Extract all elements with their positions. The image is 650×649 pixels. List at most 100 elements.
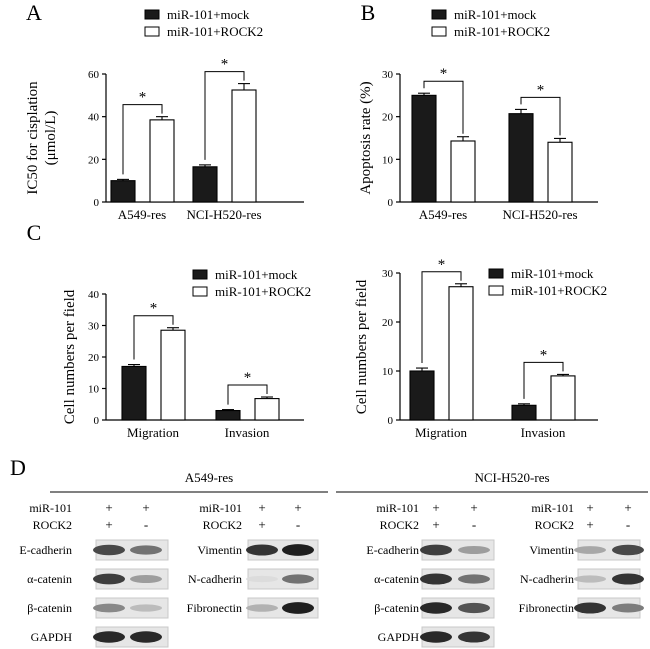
chart3-y-axis-label: Cell numbers per field [354,279,370,414]
panel-d-group0-rock-sign: - [144,517,148,532]
chart1-bar-rock2 [547,141,573,203]
panel-d-group0-rock-sign: + [258,517,265,532]
chart1-category-label: NCI-H520-res [502,207,577,222]
chart0-bar-mock [192,166,218,203]
chart2-significance-bracket [133,315,174,360]
panel-d-group0-blot-label: N-cadherin [188,572,242,586]
panel-d-group1-rock-sign: + [432,517,439,532]
panel-d-group1-blot-band [612,603,644,613]
panel-d-group1-blot-label: β-catenin [374,601,419,615]
chart3-significance-star: * [540,347,548,363]
chart3-legend-label-mock: miR-101+mock [511,266,594,281]
chart3-y-tick-label: 0 [388,415,394,427]
panel-d-group1-rock-sign: - [472,517,476,532]
panel-d-group1-blot-band [612,573,644,585]
chart1-legend-swatch-rock2 [431,26,447,37]
chart2-panel-label: C [27,220,42,245]
panel-d-group1-blot-label: α-catenin [374,572,419,586]
panel-d-group1-blot-band [574,546,606,554]
chart0-y-tick-label: 40 [88,112,100,124]
chart3-significance-bracket [421,271,462,364]
panel-d-group1-blot-band [420,631,452,643]
chart3-significance-star: * [438,257,446,273]
chart2-legend-label-rock2: miR-101+ROCK2 [215,284,311,299]
chart3-bar-mock [511,404,537,421]
chart0-y-tick-label: 20 [88,154,100,166]
panel-d-group0-blot-band [93,603,125,613]
chart0-y-tick-label: 60 [88,69,100,81]
panel-d-group1-blot-band [458,602,490,614]
panel-d-group1-mir-sign: + [586,500,593,515]
chart2-significance-star: * [244,370,252,386]
panel-d-group0-blot-band [130,604,162,612]
panel-d-group0-mir-label: miR-101 [29,501,72,515]
chart2-legend-swatch-rock2 [192,286,208,297]
panel-d-group0-blot-label: Fibronectin [187,601,242,615]
chart0-significance-star: * [139,90,147,106]
chart1-legend-label-rock2: miR-101+ROCK2 [454,24,550,39]
panel-d-group1-blot-band [612,544,644,556]
panel-d-group1-mir-label: miR-101 [376,501,419,515]
chart3-y-tick-label: 10 [382,366,394,378]
chart1-y-axis-label: Apoptosis rate (%) [358,81,374,194]
panel-d-group1-blot-label: N-cadherin [520,572,574,586]
chart0-y-tick-label: 0 [94,197,100,209]
panel-d-group0-blot-band [282,544,314,556]
chart1-bar-rock2 [450,140,476,203]
chart3-y-tick-label: 30 [382,268,394,280]
panel-d-group1-blot-band [420,573,452,585]
chart3-legend-label-rock2: miR-101+ROCK2 [511,283,607,298]
chart1-significance-bracket [520,96,561,136]
panel-d-group1-blot-band [420,544,452,556]
chart0-bar-rock2 [231,89,257,203]
chart0-category-label: NCI-H520-res [186,207,261,222]
panel-d-group0-rock-label: ROCK2 [33,518,72,532]
chart2-significance-star: * [150,301,158,317]
chart2-y-tick-label: 30 [88,321,100,333]
panel-d-group0-mir-sign: + [258,500,265,515]
chart1-y-tick-label: 10 [382,154,394,166]
panel-d-group0-blot-label: E-cadherin [19,543,72,557]
chart2-bar-rock2 [160,329,186,421]
chart3-bar-mock [409,370,435,421]
panel-d-label: D [10,455,26,480]
panel-d-group0-blot-band [93,631,125,643]
panel-d-group0-mir-sign: + [142,500,149,515]
panel-d-group0-blot-band [246,575,278,583]
panel-d-group0-mir-label: miR-101 [199,501,242,515]
panel-d-group0-title: A549-res [185,470,233,485]
chart2-y-tick-label: 10 [88,384,100,396]
panel-d-group1-blot-band [458,545,490,555]
panel-d-group1-title: NCI-H520-res [474,470,549,485]
chart1-bar-mock [411,94,437,203]
panel-d-group1-blot-band [574,602,606,614]
chart2-y-tick-label: 20 [88,352,100,364]
chart0-bar-rock2 [149,119,175,203]
chart3-bar-rock2 [550,375,576,421]
panel-d-group1-blot-label: E-cadherin [366,543,419,557]
chart1-significance-bracket [423,80,464,134]
chart1-legend-label-mock: miR-101+mock [454,7,537,22]
chart0-significance-star: * [221,57,229,73]
chart3-category-label: Invasion [521,425,566,440]
panel-d-group0-blot-band [130,545,162,555]
chart2-y-axis-label: Cell numbers per field [62,289,78,424]
chart3-y-tick-label: 20 [382,317,394,329]
panel-d-group1-blot-label: Vimentin [529,543,574,557]
chart3-bar-rock2 [448,286,474,421]
chart1-y-tick-label: 20 [382,112,394,124]
chart0-legend-label-mock: miR-101+mock [167,7,250,22]
panel-d-group0-blot-band [130,574,162,584]
chart0-bar-mock [110,180,136,203]
panel-d-group0-blot-label: α-catenin [27,572,72,586]
panel-d-group1-rock-sign: + [586,517,593,532]
chart1-category-label: A549-res [419,207,467,222]
panel-d-group0-blot-label: GAPDH [31,630,73,644]
chart1-panel-label: B [361,0,376,25]
chart0-panel-label: A [26,0,42,25]
chart2-y-tick-label: 0 [94,415,100,427]
chart0-y-axis-label: IC50 for cisplation [25,81,41,195]
panel-d-group1-mir-sign: + [432,500,439,515]
chart2-legend-label-mock: miR-101+mock [215,267,298,282]
chart2-category-label: Migration [127,425,179,440]
